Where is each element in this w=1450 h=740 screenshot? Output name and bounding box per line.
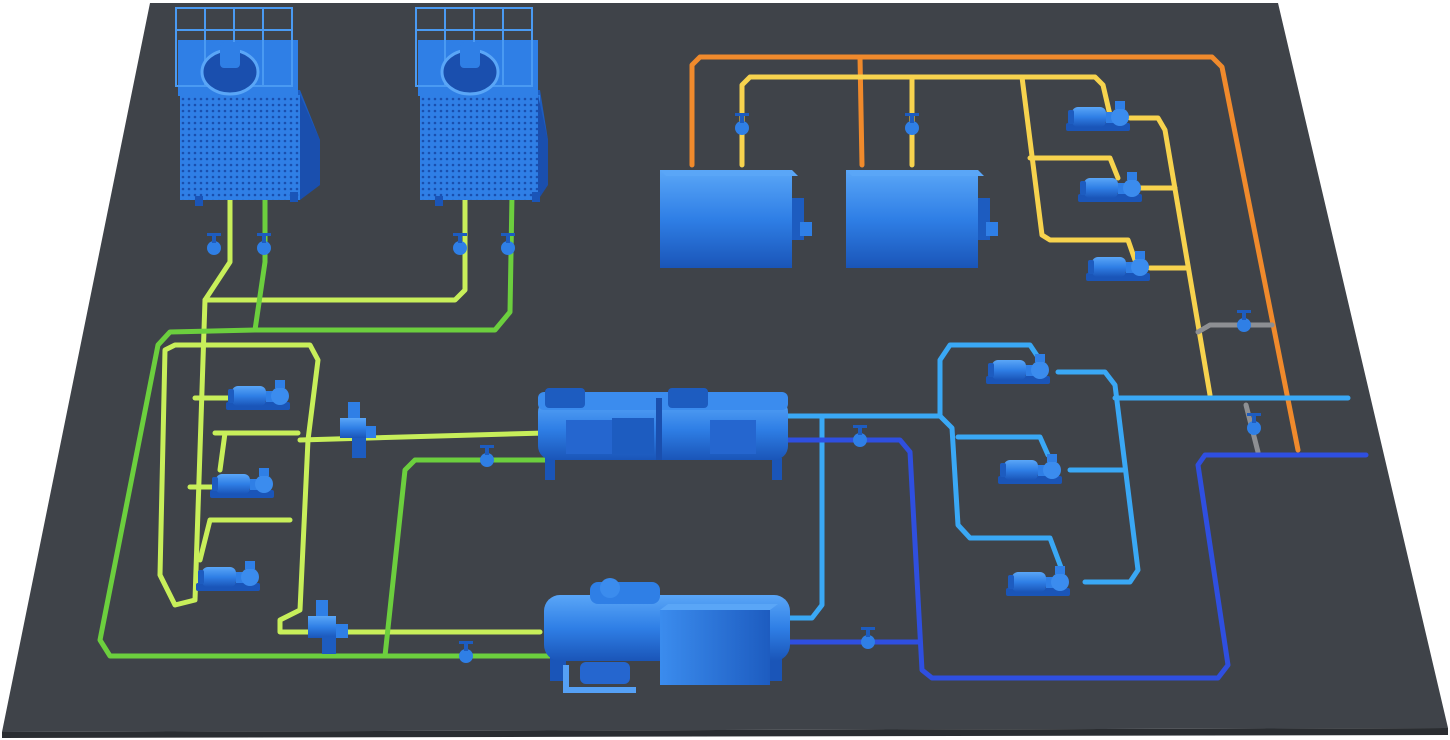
boiler-2 bbox=[846, 170, 998, 268]
pipe-cooling-supply-chiller1 bbox=[297, 430, 548, 443]
pipe-cooling-supply-header bbox=[157, 297, 543, 635]
water-treatment-2 bbox=[308, 600, 348, 654]
water-treatment-1 bbox=[340, 402, 376, 458]
cooling-water-piping bbox=[97, 192, 553, 659]
chiller-1 bbox=[538, 388, 788, 480]
boiler-1 bbox=[660, 170, 812, 268]
floor-edge bbox=[2, 728, 1448, 738]
chiller-2 bbox=[544, 578, 790, 693]
boiler-icon bbox=[846, 170, 978, 268]
pipe-hot-return bbox=[689, 54, 1301, 453]
cooling-tower-2 bbox=[415, 7, 548, 206]
pipe-hot-supply bbox=[739, 74, 1113, 168]
chilled-water-piping bbox=[782, 342, 1369, 681]
pipe-cooling-supply bbox=[202, 192, 468, 303]
pipe-chilled-return bbox=[782, 437, 1369, 681]
boiler-icon bbox=[660, 170, 792, 268]
cooling-tower-1 bbox=[175, 7, 320, 206]
hot-water-piping bbox=[689, 54, 1301, 455]
pipe-cooling-return-header bbox=[97, 327, 553, 659]
